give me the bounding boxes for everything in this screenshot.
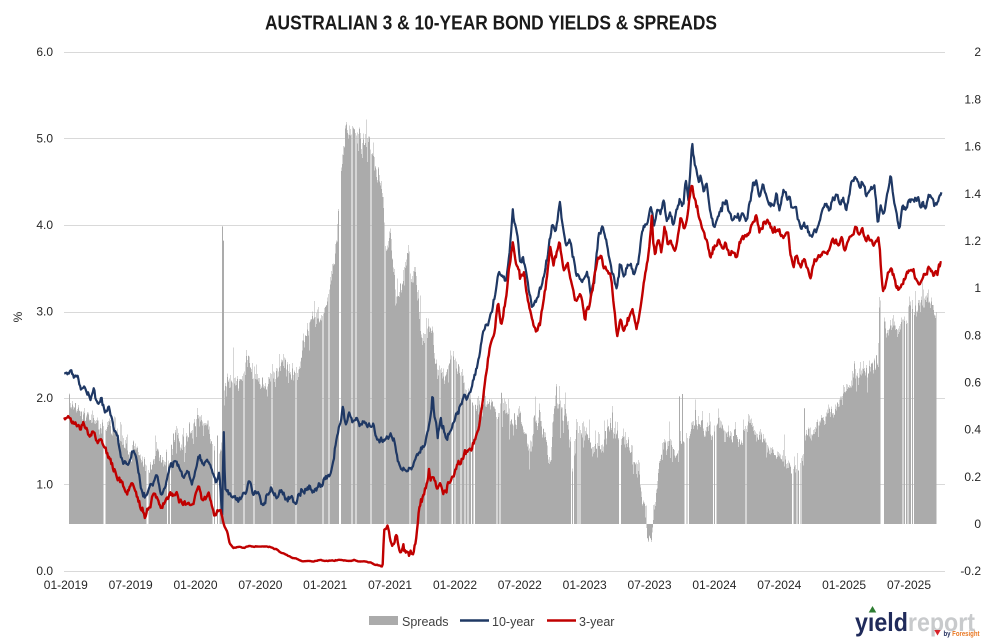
- svg-text:01-2019: 01-2019: [44, 578, 88, 592]
- svg-text:07-2022: 07-2022: [498, 578, 542, 592]
- svg-text:01-2023: 01-2023: [563, 578, 607, 592]
- svg-text:2.0: 2.0: [36, 391, 53, 405]
- svg-text:%: %: [11, 311, 25, 322]
- svg-text:1.6: 1.6: [964, 140, 981, 154]
- svg-text:07-2020: 07-2020: [238, 578, 282, 592]
- svg-text:01-2020: 01-2020: [173, 578, 217, 592]
- svg-text:10-year: 10-year: [492, 615, 534, 629]
- svg-text:3-year: 3-year: [579, 615, 614, 629]
- svg-text:07-2021: 07-2021: [368, 578, 412, 592]
- svg-text:1.0: 1.0: [36, 478, 53, 492]
- svg-text:07-2023: 07-2023: [627, 578, 671, 592]
- svg-text:3.0: 3.0: [36, 305, 53, 319]
- svg-text:01-2022: 01-2022: [433, 578, 477, 592]
- svg-text:0.0: 0.0: [36, 564, 53, 578]
- svg-text:1.2: 1.2: [964, 234, 981, 248]
- svg-text:01-2025: 01-2025: [822, 578, 866, 592]
- svg-text:6.0: 6.0: [36, 45, 53, 59]
- svg-text:07-2024: 07-2024: [757, 578, 801, 592]
- svg-text:-0.2: -0.2: [960, 564, 981, 578]
- svg-text:4.0: 4.0: [36, 218, 53, 232]
- svg-text:0.8: 0.8: [964, 328, 981, 342]
- svg-text:1.4: 1.4: [964, 187, 981, 201]
- svg-text:0.2: 0.2: [964, 470, 981, 484]
- svg-text:yıeldreport: yıeldreport: [855, 607, 975, 637]
- svg-text:Spreads: Spreads: [402, 615, 449, 629]
- svg-text:5.0: 5.0: [36, 132, 53, 146]
- svg-text:07-2019: 07-2019: [109, 578, 153, 592]
- svg-text:AUSTRALIAN 3 & 10-YEAR BOND YI: AUSTRALIAN 3 & 10-YEAR BOND YIELDS & SPR…: [265, 13, 717, 35]
- svg-text:0: 0: [974, 517, 981, 531]
- svg-text:0.4: 0.4: [964, 423, 981, 437]
- svg-text:01-2024: 01-2024: [692, 578, 736, 592]
- svg-text:01-2021: 01-2021: [303, 578, 347, 592]
- svg-text:1.8: 1.8: [964, 92, 981, 106]
- svg-text:07-2025: 07-2025: [887, 578, 931, 592]
- svg-text:2: 2: [974, 45, 981, 59]
- svg-text:0.6: 0.6: [964, 376, 981, 390]
- svg-text:1: 1: [974, 281, 981, 295]
- svg-text:by Foresight: by Foresight: [944, 629, 980, 638]
